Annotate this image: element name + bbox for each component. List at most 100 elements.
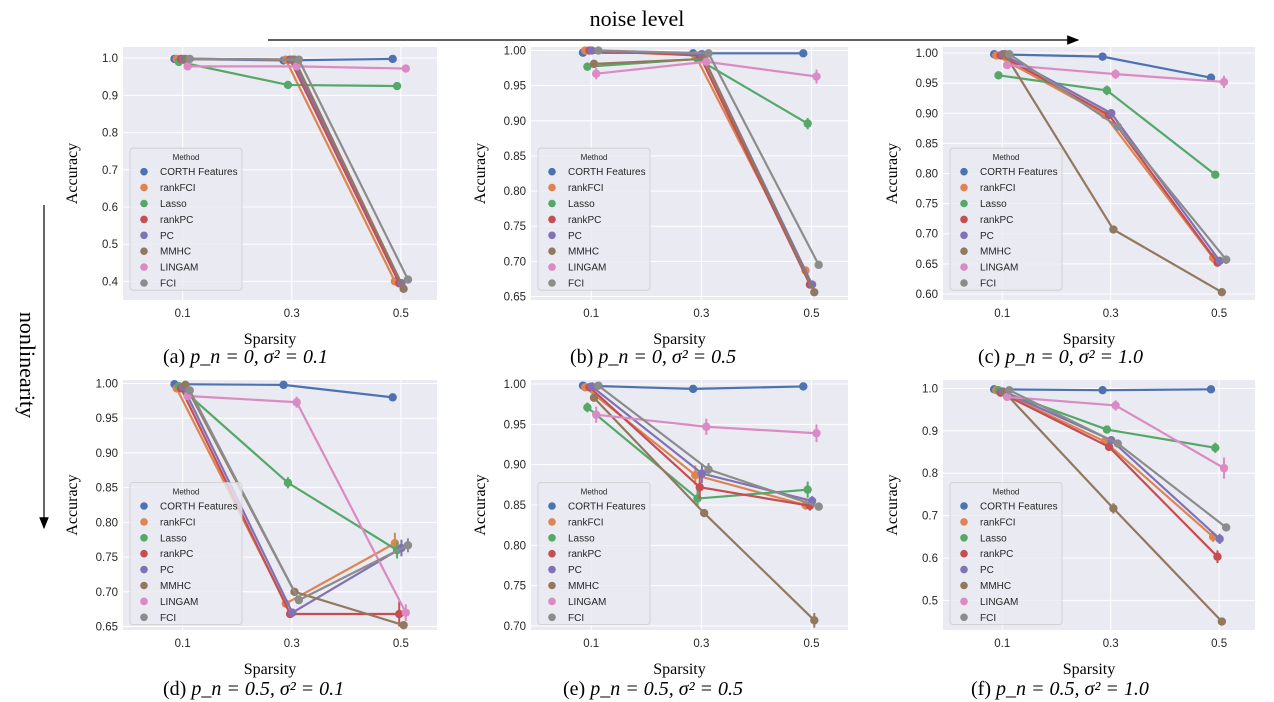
data-point — [1107, 109, 1116, 118]
y-axis-label: Accuracy — [472, 143, 489, 204]
legend-entry: CORTH Features — [568, 167, 646, 178]
legend-entry: rankFCI — [980, 517, 1016, 528]
data-point — [1217, 287, 1227, 297]
legend-entry: rankPC — [980, 549, 1013, 560]
data-point — [1221, 523, 1231, 532]
y-tick-label: 0.75 — [916, 199, 938, 211]
y-tick-label: 0.4 — [102, 276, 119, 288]
data-point — [183, 62, 192, 71]
y-tick-label: 0.9 — [102, 90, 118, 102]
data-point — [799, 382, 808, 391]
legend-entry: LINGAM — [568, 597, 606, 608]
legend-marker — [140, 263, 148, 271]
data-point — [810, 288, 819, 297]
data-point — [279, 380, 288, 390]
legend-entry: MMHC — [568, 581, 599, 592]
legend-marker — [548, 167, 556, 176]
x-tick-label: 0.1 — [994, 638, 1010, 650]
series-fci — [185, 54, 413, 284]
y-tick-label: 0.95 — [504, 81, 526, 93]
legend-entry: Lasso — [568, 199, 595, 210]
x-tick-label: 0.5 — [1211, 308, 1227, 320]
data-point — [403, 541, 413, 550]
series-lingam — [591, 57, 821, 84]
data-point — [1002, 60, 1012, 70]
y-tick-label: 0.80 — [96, 517, 118, 529]
legend-entry: FCI — [568, 613, 584, 624]
legend-entry: PC — [568, 231, 582, 242]
legend-box — [949, 482, 1063, 625]
legend-marker — [548, 279, 556, 287]
y-tick-label: 0.6 — [922, 553, 938, 565]
legend-entry: rankFCI — [568, 517, 604, 528]
y-tick-label: 0.5 — [102, 239, 118, 251]
data-point — [1206, 385, 1216, 394]
data-point — [583, 403, 592, 412]
series-lingam — [1002, 392, 1229, 479]
data-point — [283, 80, 293, 90]
panel-caption: (b) p_n = 0, σ² = 0.5 — [570, 346, 736, 368]
y-tick-label: 0.65 — [96, 622, 118, 634]
data-point — [185, 54, 194, 64]
legend-marker — [548, 199, 556, 208]
legend-marker — [960, 263, 968, 271]
y-tick-label: 0.90 — [916, 108, 938, 120]
data-point — [185, 386, 194, 395]
data-point — [1113, 122, 1122, 131]
legend-entry: Lasso — [980, 533, 1007, 544]
data-point — [803, 485, 812, 494]
x-tick-label: 0.3 — [693, 638, 709, 650]
y-tick-label: 1.00 — [504, 46, 526, 58]
x-tick-label: 0.5 — [1211, 638, 1227, 650]
legend-marker — [140, 518, 148, 526]
data-point — [695, 483, 704, 492]
data-point — [697, 469, 707, 478]
data-point — [1098, 385, 1107, 395]
data-point — [1215, 534, 1224, 544]
legend-marker — [960, 215, 968, 224]
legend-marker — [140, 215, 148, 224]
data-point — [812, 72, 821, 81]
data-point — [395, 609, 404, 619]
data-point — [702, 422, 711, 431]
legend-marker — [548, 534, 556, 542]
legend-marker — [960, 518, 968, 526]
legend-marker — [960, 167, 968, 176]
panel-caption: (a) p_n = 0, σ² = 0.1 — [163, 346, 328, 368]
data-point — [294, 55, 304, 64]
legend-marker — [140, 167, 148, 176]
x-tick-label: 0.5 — [393, 308, 409, 320]
data-point — [403, 275, 413, 284]
data-point — [704, 49, 713, 58]
data-point — [1104, 442, 1114, 452]
data-point — [388, 54, 397, 64]
series-mmhc — [1000, 388, 1227, 626]
legend-marker — [140, 199, 148, 208]
legend-entry: LINGAM — [568, 263, 606, 274]
data-point — [1111, 69, 1120, 79]
data-point — [392, 81, 402, 91]
legend-marker — [140, 231, 148, 240]
legend-entry: Lasso — [160, 533, 187, 544]
data-point — [812, 429, 821, 438]
legend-marker — [140, 183, 148, 192]
x-tick-label: 0.5 — [393, 638, 409, 650]
y-tick-label: 0.80 — [916, 169, 938, 181]
y-tick-label: 0.70 — [504, 256, 526, 268]
legend-box — [129, 482, 243, 625]
x-axis-label: Sparsity — [1063, 661, 1115, 678]
panel-caption: (f) p_n = 0.5, σ² = 1.0 — [971, 678, 1149, 700]
legend-title: Method — [993, 153, 1020, 162]
y-tick-label: 0.85 — [504, 151, 526, 163]
y-tick-label: 0.90 — [504, 116, 526, 128]
legend-entry: rankFCI — [160, 183, 196, 194]
x-tick-label: 0.5 — [804, 308, 820, 320]
data-point — [814, 502, 823, 511]
y-axis-label: Accuracy — [472, 474, 489, 535]
series-fci — [185, 386, 413, 605]
x-axis-label: Sparsity — [653, 661, 705, 678]
legend-marker — [960, 613, 968, 622]
legend-marker — [140, 247, 148, 255]
x-axis-label: Sparsity — [653, 331, 705, 348]
